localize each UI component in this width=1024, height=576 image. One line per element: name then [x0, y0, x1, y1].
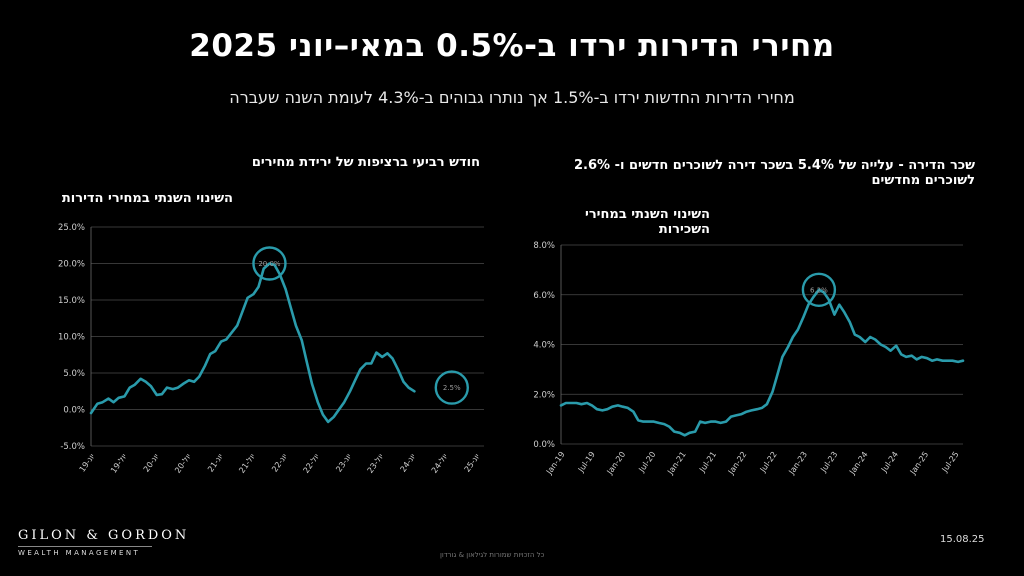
left-chart-y-tick-label: 10.0% — [58, 333, 85, 343]
left-chart-title: השינוי השנתי במחירי הדירות — [61, 191, 233, 206]
right-chart-x-tick-label: Jul-21 — [697, 450, 718, 475]
left-chart-heading: חודש רביעי ברציפות של ירידת מחירים — [251, 155, 480, 170]
left-chart-y-tick-label: 20.0% — [58, 260, 85, 270]
logo-subtitle: WEALTH MANAGEMENT — [18, 549, 141, 557]
copyright-notice: כל הזכויות שמורות לגילאון & גורדון — [440, 551, 545, 559]
right-chart-x-tick-label: Jan-21 — [665, 450, 688, 477]
right-chart-heading: שכר הדירה - עלייה של 5.4% בשכר דירה לשוכ… — [574, 158, 975, 188]
right-chart-x-tick-label: Jan-22 — [726, 450, 749, 477]
right-chart-annotation-label: 6.2% — [810, 286, 828, 294]
right-chart-x-tick-label: Jan-25 — [908, 450, 931, 477]
right-chart-y-tick-label: 4.0% — [533, 341, 555, 351]
right-chart-series-line — [559, 288, 965, 437]
left-chart-annotation-label: 2.5% — [443, 384, 461, 392]
logo-name: GILON & GORDON — [18, 528, 190, 543]
right-chart-title: השינוי השנתי במחירי השכירות — [585, 207, 710, 237]
page-title: מחירי הדירות ירדו ב-0.5% במאי–יוני 2025 — [189, 28, 835, 64]
right-chart-x-tick-label: Jul-24 — [879, 450, 900, 475]
left-chart-y-tick-label: 0.0% — [63, 406, 85, 416]
right-chart-y-tick-label: 2.0% — [533, 390, 555, 400]
left-chart-annotation-circle — [434, 370, 469, 405]
left-chart-annotation-label: 20.0% — [258, 260, 281, 268]
left-chart-y-tick-label: 15.0% — [58, 296, 85, 306]
right-chart-x-tick-label: Jan-23 — [787, 450, 810, 477]
right-chart-y-tick-label: 0.0% — [533, 440, 555, 450]
right-chart-x-tick-label: Jan-19 — [544, 450, 567, 477]
right-chart-annotation-circle — [801, 272, 837, 307]
left-chart-y-tick-label: 5.0% — [63, 369, 85, 379]
left-chart-y-tick-label: -5.0% — [60, 442, 85, 452]
right-chart-x-tick-label: Jul-20 — [637, 450, 658, 475]
right-chart-x-tick-label: Jan-20 — [605, 450, 628, 477]
right-chart-x-tick-label: Jul-22 — [758, 450, 779, 475]
left-chart-y-tick-label: 25.0% — [58, 223, 85, 233]
right-chart-x-tick-label: Jul-23 — [818, 450, 839, 475]
left-chart-series-line — [89, 262, 416, 424]
page-subtitle: מחירי הדירות החדשות ירדו ב-1.5% אך נותרו… — [229, 88, 795, 107]
right-chart-x-tick-label: Jan-24 — [847, 450, 870, 477]
right-chart-x-tick-label: Jul-25 — [940, 450, 961, 475]
left-chart-annotation-circle — [252, 246, 287, 281]
report-date: 15.08.25 — [940, 534, 985, 545]
company-logo: GILON & GORDON WEALTH MANAGEMENT — [18, 528, 190, 557]
right-chart-y-tick-label: 6.0% — [533, 291, 555, 301]
right-chart-x-tick-label: Jul-19 — [576, 450, 597, 475]
right-chart-y-tick-label: 8.0% — [533, 241, 555, 251]
